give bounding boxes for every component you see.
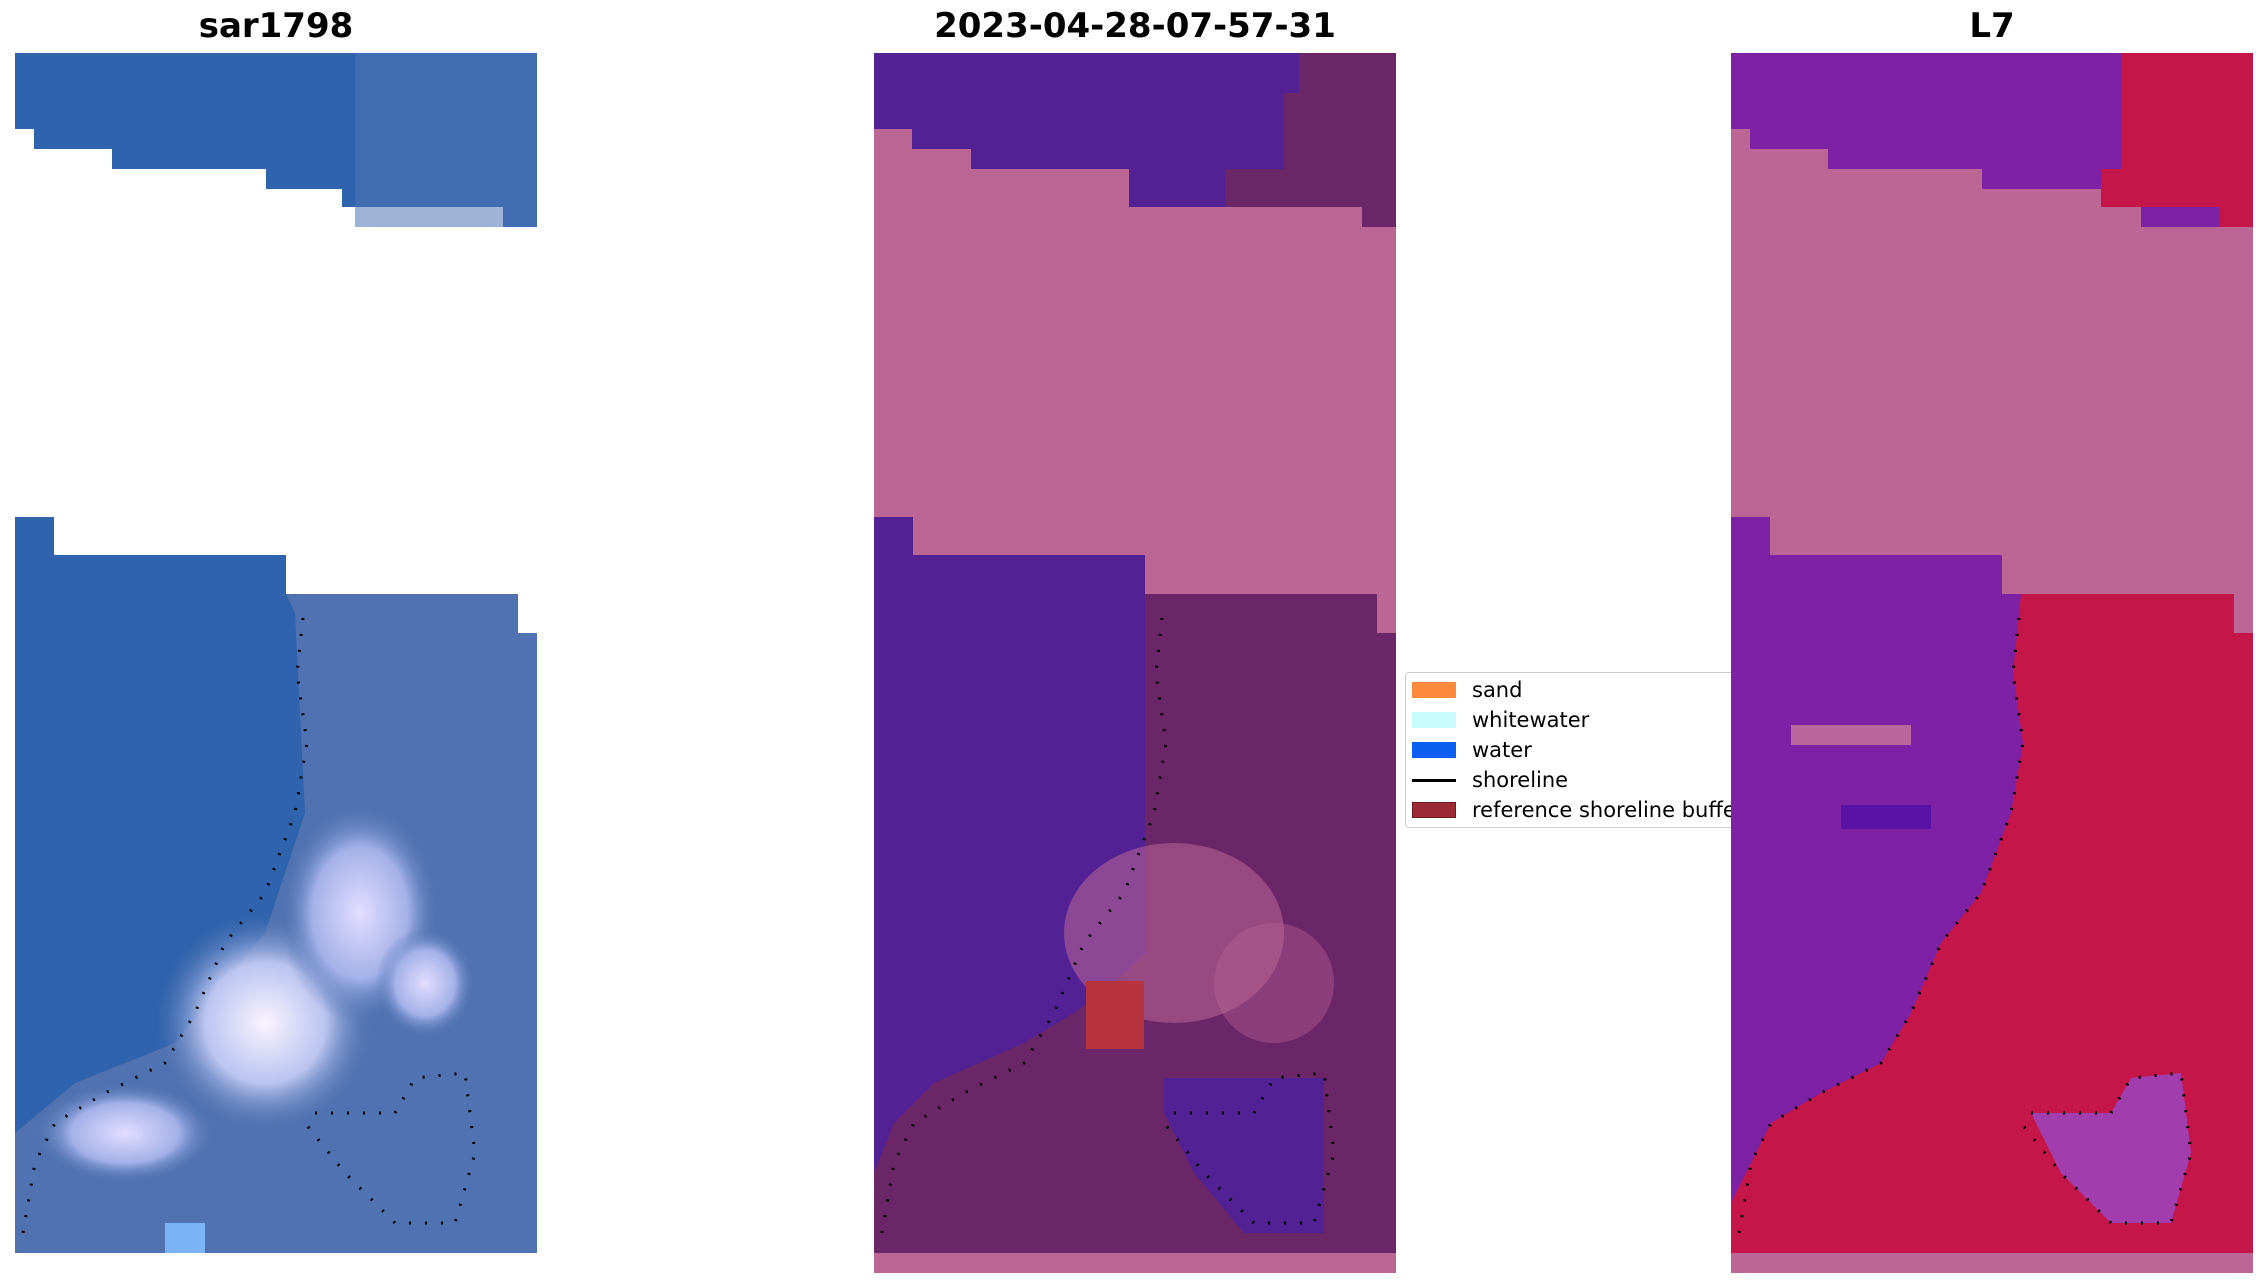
classified-image [874,53,1396,1273]
legend-label: whitewater [1472,708,1590,732]
legend-item-sand: sand [1412,677,1522,703]
sand-swatch [1412,682,1456,698]
l7-image [1731,53,2253,1273]
shoreline [1737,617,2025,1234]
panel-title: sar1798 [198,6,354,46]
legend-label: water [1472,738,1532,762]
legend-item-reference-buffer: reference shoreline buffer [1412,797,1744,823]
lower-water [874,517,1145,1173]
shoreline-line-icon [1412,778,1456,782]
panel-title: L7 [1969,6,2015,46]
legend-label: shoreline [1472,768,1569,792]
legend-item-whitewater: whitewater [1412,707,1589,733]
water-swatch [1412,742,1456,758]
legend-item-shoreline: shoreline [1412,767,1568,793]
legend-item-water: water [1412,737,1532,763]
reference-buffer-swatch [1412,802,1456,818]
top-water [1731,53,2219,227]
panel-title: 2023-04-28-07-57-31 [934,6,1336,46]
shoreline [880,617,1168,1234]
legend: sand whitewater water shoreline referenc… [1405,672,1745,828]
legend-label: reference shoreline buffer [1472,798,1745,822]
reference-buffer-patch [1086,981,1144,1049]
top-water [874,53,1299,207]
sar-image [15,53,537,1253]
legend-label: sand [1472,678,1523,702]
shoreline [21,617,309,1234]
lower-water [1731,517,2023,1203]
whitewater-swatch [1412,712,1456,728]
